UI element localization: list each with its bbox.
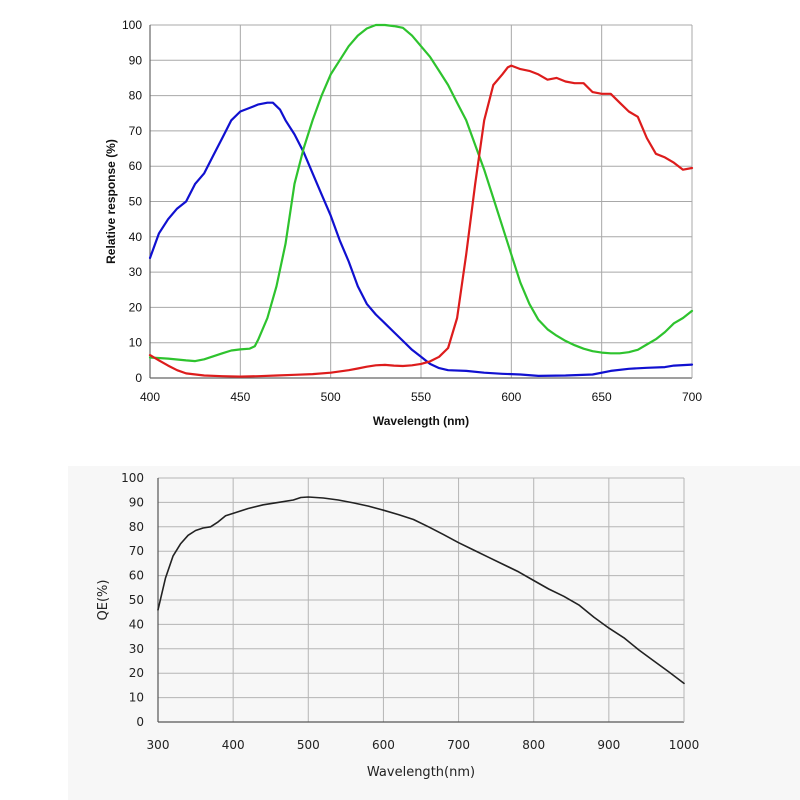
y-tick-label: 90	[129, 495, 144, 509]
y-tick-label: 80	[129, 89, 143, 103]
y-tick-label: 30	[129, 642, 144, 656]
y-tick-label: 40	[129, 230, 143, 244]
y-tick-label: 10	[129, 336, 143, 350]
x-tick-label: 300	[147, 738, 170, 752]
series-line-2	[148, 23, 694, 363]
qe-chart-background	[68, 466, 800, 800]
series-line-1	[157, 496, 685, 685]
x-tick-label: 700	[447, 738, 470, 752]
x-tick-label: 800	[522, 738, 545, 752]
y-tick-label: 100	[121, 471, 144, 485]
y-tick-label: 70	[129, 124, 143, 138]
y-tick-label: 30	[129, 265, 143, 279]
x-tick-label: 1000	[669, 738, 700, 752]
series-line-3	[148, 64, 694, 378]
y-axis-title: Relative response (%)	[104, 139, 118, 264]
x-tick-label: 900	[597, 738, 620, 752]
x-tick-label: 400	[140, 390, 160, 404]
y-tick-label: 50	[129, 195, 143, 209]
y-tick-label: 60	[129, 159, 143, 173]
x-tick-label: 550	[411, 390, 431, 404]
x-tick-label: 600	[501, 390, 521, 404]
series-line-1	[148, 101, 694, 377]
x-tick-label: 700	[682, 390, 702, 404]
y-tick-label: 90	[129, 53, 143, 67]
y-axis-title: QE(%)	[96, 580, 111, 621]
y-tick-label: 60	[129, 569, 144, 583]
y-tick-label: 40	[129, 617, 144, 631]
x-tick-label: 600	[372, 738, 395, 752]
x-tick-label: 400	[222, 738, 245, 752]
x-tick-label: 500	[321, 390, 341, 404]
relative-response-chart: 400 450 500 550 600 650 700 0 10 20 30 40 50 60 70 80 90…	[104, 18, 702, 428]
y-tick-label: 100	[122, 18, 142, 32]
y-tick-label: 70	[129, 544, 144, 558]
y-tick-label: 10	[129, 691, 144, 705]
x-axis-title: Wavelength(nm)	[367, 765, 475, 780]
y-tick-label: 20	[129, 666, 144, 680]
y-tick-label: 20	[129, 300, 143, 314]
y-tick-label: 80	[129, 520, 144, 534]
y-tick-label: 0	[135, 371, 142, 385]
x-tick-label: 500	[297, 738, 320, 752]
x-tick-label: 650	[592, 390, 612, 404]
x-tick-label: 450	[230, 390, 250, 404]
x-axis-title: Wavelength (nm)	[373, 414, 469, 428]
y-tick-label: 50	[129, 593, 144, 607]
y-tick-label: 0	[136, 715, 144, 729]
